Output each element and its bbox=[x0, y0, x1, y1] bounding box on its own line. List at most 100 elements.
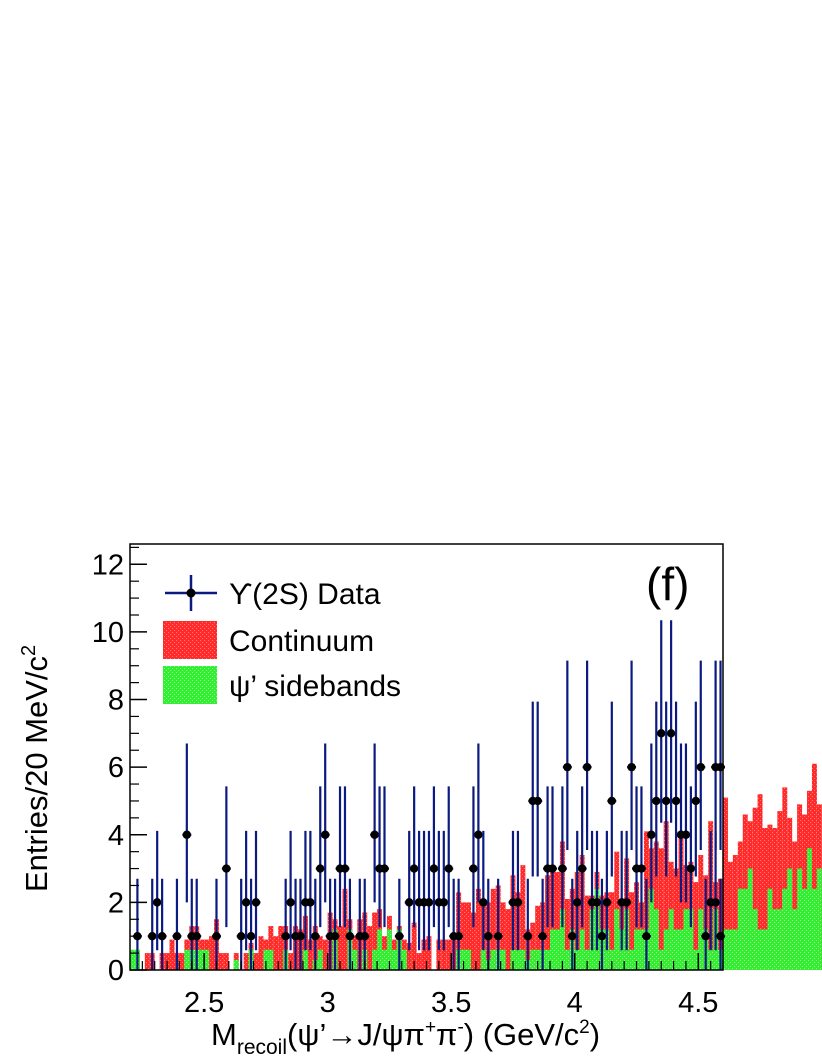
legend-data-label: ϒ(2S) Data bbox=[229, 578, 381, 611]
continuum-bar bbox=[372, 912, 378, 970]
data-point bbox=[251, 898, 261, 907]
sideband-bar bbox=[723, 929, 728, 970]
continuum-bar bbox=[693, 882, 699, 970]
continuum-bar bbox=[337, 926, 343, 970]
sideband-bar bbox=[233, 959, 239, 970]
data-point bbox=[533, 796, 542, 806]
continuum-bar bbox=[470, 912, 476, 970]
continuum-bar bbox=[273, 936, 279, 970]
sideband-bar bbox=[520, 949, 526, 970]
sideband-bar bbox=[401, 949, 407, 970]
data-point bbox=[671, 796, 681, 806]
data-point bbox=[681, 830, 691, 839]
sideband-bar bbox=[500, 949, 506, 970]
continuum-bar bbox=[609, 892, 615, 970]
continuum-bar bbox=[223, 953, 229, 970]
continuum-bar bbox=[307, 939, 313, 970]
data-point bbox=[296, 931, 305, 941]
sideband-bar bbox=[757, 929, 763, 970]
data-point bbox=[642, 931, 651, 941]
data-point bbox=[701, 931, 710, 941]
sideband-bar bbox=[727, 929, 733, 970]
data-point bbox=[316, 864, 325, 873]
x-axis-title-close: ) bbox=[590, 1017, 600, 1052]
sideband-bar bbox=[510, 949, 516, 970]
sideband-bar bbox=[816, 868, 822, 970]
continuum-bar bbox=[411, 922, 417, 970]
sideband-bar bbox=[698, 909, 704, 970]
data-point bbox=[573, 898, 582, 907]
sideband-bar bbox=[559, 909, 565, 970]
sideband-bar bbox=[574, 949, 580, 970]
data-point bbox=[172, 931, 182, 941]
x-tick-label: 3.5 bbox=[431, 987, 471, 1019]
y-tick-label: 12 bbox=[92, 549, 124, 581]
axis-ticks: 2.5 3 3.5 4 4.5 0 2 4 6 8 10 12 bbox=[92, 546, 724, 1019]
x-axis-title-units: ) (GeV/c bbox=[464, 1017, 579, 1052]
continuum-bar bbox=[757, 794, 763, 970]
continuum-bar bbox=[564, 899, 570, 970]
sideband-bar bbox=[811, 888, 817, 970]
continuum-bar bbox=[535, 905, 541, 970]
data-point bbox=[241, 898, 251, 907]
continuum-bar bbox=[653, 841, 659, 970]
sideband-bar bbox=[317, 949, 323, 970]
data-point bbox=[469, 864, 478, 873]
continuum-bar bbox=[762, 828, 768, 970]
sideband-bar bbox=[530, 949, 536, 970]
data-point bbox=[686, 864, 696, 873]
data-point bbox=[691, 796, 701, 806]
sideband-bar bbox=[382, 949, 387, 970]
sideband-bar bbox=[762, 929, 768, 970]
data-point bbox=[345, 931, 355, 941]
data-point bbox=[657, 729, 666, 738]
data-point bbox=[236, 931, 246, 941]
data-point bbox=[182, 830, 192, 839]
data-points bbox=[132, 620, 726, 970]
sideband-bar bbox=[658, 949, 664, 970]
sideband-bar bbox=[545, 949, 551, 970]
data-point bbox=[152, 898, 162, 907]
sideband-bar bbox=[752, 909, 758, 970]
data-point bbox=[409, 864, 419, 873]
x-axis-title-pi: π bbox=[436, 1017, 457, 1052]
continuum-bar bbox=[584, 895, 590, 970]
x-tick-label: 4.5 bbox=[678, 987, 718, 1019]
data-point bbox=[311, 931, 320, 941]
continuum-bar bbox=[209, 936, 215, 970]
data-point bbox=[602, 898, 612, 907]
sideband-bar bbox=[579, 929, 585, 970]
sideband-bar bbox=[683, 909, 689, 970]
data-point bbox=[479, 898, 488, 907]
continuum-bar bbox=[490, 888, 496, 970]
data-point bbox=[405, 898, 414, 907]
sideband-bar bbox=[797, 868, 803, 970]
data-point bbox=[157, 931, 167, 941]
sideband-bar bbox=[693, 949, 699, 970]
sideband-bar bbox=[535, 949, 541, 970]
sideband-bar bbox=[668, 909, 674, 970]
sideband-bar bbox=[554, 929, 560, 970]
data-point bbox=[622, 898, 631, 907]
sideband-bar bbox=[263, 949, 269, 970]
y-tick-label: 4 bbox=[108, 820, 124, 852]
continuum-bar bbox=[322, 939, 328, 970]
y-tick-label: 0 bbox=[108, 955, 124, 987]
continuum-bar bbox=[243, 953, 249, 970]
data-point bbox=[607, 796, 617, 806]
panel-label: (f) bbox=[646, 558, 689, 610]
data-point bbox=[148, 931, 157, 941]
x-axis-title-two: 2 bbox=[579, 1017, 590, 1038]
continuum-bar bbox=[446, 939, 452, 970]
data-point bbox=[597, 931, 607, 941]
sideband-bar bbox=[787, 868, 793, 970]
data-point bbox=[380, 864, 389, 873]
x-axis-title: Mrecoil(ψ’→J/ψπ+π-) (GeV/c2) bbox=[211, 1017, 600, 1059]
continuum-bar bbox=[342, 888, 348, 970]
data-point bbox=[395, 931, 404, 941]
continuum-bar bbox=[663, 821, 669, 970]
data-point bbox=[306, 898, 315, 907]
continuum-bar bbox=[792, 841, 798, 970]
data-point bbox=[568, 931, 577, 941]
continuum-bar bbox=[416, 953, 422, 970]
